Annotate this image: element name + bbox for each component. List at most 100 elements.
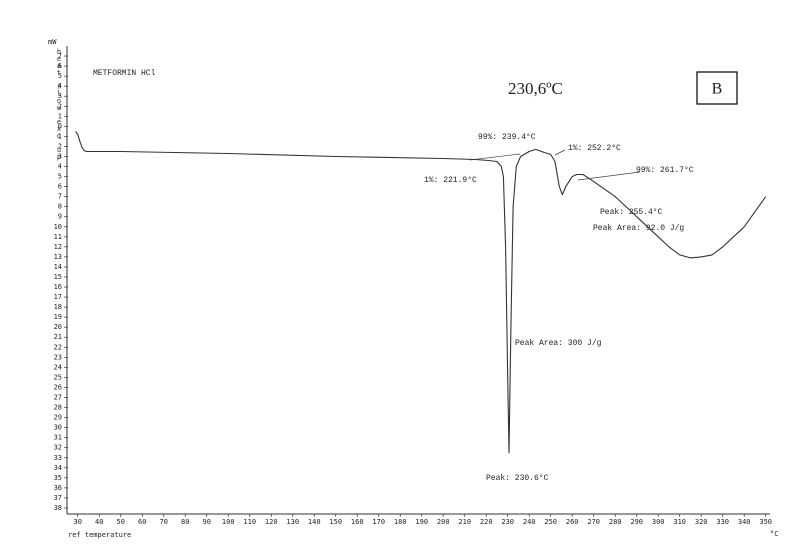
x-tick-label: 240 bbox=[523, 518, 536, 526]
x-tick-label: 220 bbox=[480, 518, 493, 526]
y-tick-label: 1 bbox=[58, 112, 62, 120]
y-tick-label: 33 bbox=[54, 454, 62, 462]
tangent bbox=[469, 153, 521, 161]
y-tick-label: 6 bbox=[58, 62, 62, 70]
annotation: 1%: 252.2°C bbox=[568, 144, 621, 153]
y-tick-label: 20 bbox=[54, 323, 62, 331]
y-axis-label: heat flow exo up bbox=[55, 48, 63, 160]
y-tick-label: 13 bbox=[54, 253, 62, 261]
y-tick-label: 5 bbox=[58, 72, 62, 80]
y-tick-label: 37 bbox=[54, 494, 62, 502]
y-tick-label: 6 bbox=[58, 183, 62, 191]
x-tick-label: 260 bbox=[566, 518, 579, 526]
x-tick-label: 150 bbox=[329, 518, 342, 526]
x-tick-label: 80 bbox=[181, 518, 189, 526]
annotation: Peak: 230.6°C bbox=[486, 474, 549, 483]
y-tick-label: 15 bbox=[54, 273, 62, 281]
y-tick-label: 4 bbox=[58, 82, 62, 90]
x-tick-label: 60 bbox=[138, 518, 146, 526]
x-tick-label: 350 bbox=[759, 518, 772, 526]
y-tick-label: 3 bbox=[58, 152, 62, 160]
x-tick-label: 190 bbox=[415, 518, 428, 526]
y-tick-label: 38 bbox=[54, 504, 62, 512]
x-tick-label: 270 bbox=[587, 518, 600, 526]
tangent bbox=[554, 149, 566, 156]
y-tick-label: 17 bbox=[54, 293, 62, 301]
y-tick-label: 28 bbox=[54, 404, 62, 412]
x-tick-label: 110 bbox=[243, 518, 256, 526]
y-tick-label: 1 bbox=[58, 132, 62, 140]
y-tick-label: 24 bbox=[54, 363, 62, 371]
y-tick-label: 36 bbox=[54, 484, 62, 492]
y-tick-label: 35 bbox=[54, 474, 62, 482]
x-tick-label: 30 bbox=[74, 518, 82, 526]
x-tick-label: 210 bbox=[458, 518, 471, 526]
y-tick-label: 25 bbox=[54, 373, 62, 381]
y-tick-label: 26 bbox=[54, 383, 62, 391]
y-tick-label: 16 bbox=[54, 283, 62, 291]
x-tick-label: 340 bbox=[738, 518, 751, 526]
x-unit: °C bbox=[770, 530, 778, 538]
x-tick-label: 40 bbox=[95, 518, 103, 526]
y-tick-label: 14 bbox=[54, 263, 62, 271]
peak-title: 230,6ºC bbox=[508, 79, 563, 98]
y-tick-label: 30 bbox=[54, 424, 62, 432]
x-tick-label: 320 bbox=[695, 518, 708, 526]
y-tick-label: 4 bbox=[58, 163, 62, 171]
annotation: 99%: 239.4°C bbox=[478, 133, 536, 142]
tangent bbox=[577, 171, 641, 181]
x-tick-label: 200 bbox=[437, 518, 450, 526]
y-tick-label: 21 bbox=[54, 333, 62, 341]
y-tick-label: 7 bbox=[58, 193, 62, 201]
y-tick-label: 9 bbox=[58, 213, 62, 221]
x-tick-label: 140 bbox=[308, 518, 321, 526]
annotation: Peak Area: 300 J/g bbox=[515, 339, 602, 348]
y-tick-label: 3 bbox=[58, 92, 62, 100]
x-tick-label: 120 bbox=[265, 518, 278, 526]
dsc-curve bbox=[75, 131, 767, 454]
y-tick-label: 22 bbox=[54, 343, 62, 351]
y-tick-label: 10 bbox=[54, 223, 62, 231]
y-tick-label: 34 bbox=[54, 464, 62, 472]
y-tick-label: 12 bbox=[54, 243, 62, 251]
y-tick-label: 0 bbox=[58, 122, 62, 130]
x-tick-label: 70 bbox=[160, 518, 168, 526]
x-tick-label: 280 bbox=[609, 518, 622, 526]
tangent-lines bbox=[469, 149, 641, 181]
x-tick-label: 170 bbox=[372, 518, 385, 526]
y-tick-label: 2 bbox=[58, 142, 62, 150]
x-tick-label: 90 bbox=[203, 518, 211, 526]
y-tick-label: 8 bbox=[58, 203, 62, 211]
x-tick-label: 290 bbox=[630, 518, 643, 526]
x-tick-label: 180 bbox=[394, 518, 407, 526]
y-tick-label: 5 bbox=[58, 173, 62, 181]
y-tick-label: 11 bbox=[54, 233, 62, 241]
y-tick-label: 27 bbox=[54, 394, 62, 402]
y-tick-label: 18 bbox=[54, 303, 62, 311]
y-unit: mW bbox=[48, 38, 57, 46]
y-tick-label: 19 bbox=[54, 313, 62, 321]
x-tick-label: 160 bbox=[351, 518, 364, 526]
x-tick-label: 250 bbox=[544, 518, 557, 526]
y-tick-label: 31 bbox=[54, 434, 62, 442]
x-tick-label: 330 bbox=[716, 518, 729, 526]
x-tick-label: 50 bbox=[117, 518, 125, 526]
annotation: Peak Area: 92.0 J/g bbox=[593, 224, 684, 233]
annotation: 1%: 221.9°C bbox=[424, 176, 477, 185]
y-tick-label: 7 bbox=[58, 52, 62, 60]
panel-box bbox=[696, 71, 738, 105]
annotation: 99%: 261.7°C bbox=[636, 166, 694, 175]
x-tick-label: 130 bbox=[286, 518, 299, 526]
x-tick-label: 230 bbox=[501, 518, 514, 526]
x-tick-label: 100 bbox=[222, 518, 235, 526]
panel-letter: B bbox=[712, 81, 723, 98]
sample-title: METFORMIN HCl bbox=[93, 69, 156, 78]
x-tick-label: 300 bbox=[652, 518, 665, 526]
y-tick-label: 2 bbox=[58, 102, 62, 110]
y-tick-label: 29 bbox=[54, 414, 62, 422]
y-tick-label: 32 bbox=[54, 444, 62, 452]
annotation: Peak: 255.4°C bbox=[600, 208, 663, 217]
x-axis-label: ref temperature bbox=[68, 531, 131, 539]
